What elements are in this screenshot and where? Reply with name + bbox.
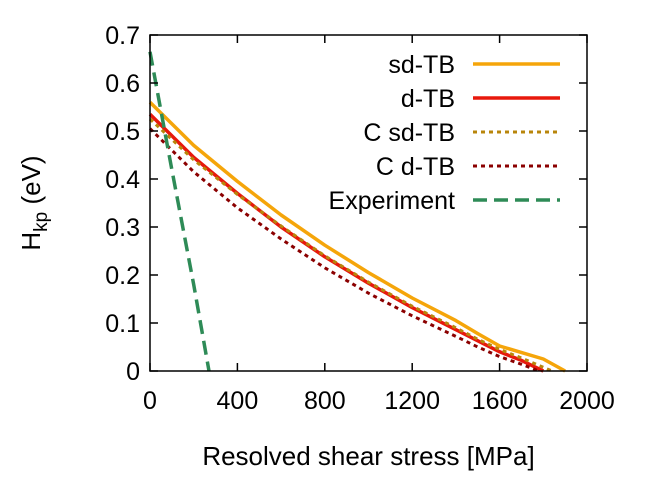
plot-frame	[149, 34, 588, 372]
series-line-0	[148, 100, 566, 373]
legend-label: d-TB	[401, 85, 455, 113]
series-line-3	[148, 127, 540, 373]
x-tick-label: 0	[143, 387, 157, 415]
legend-label: Experiment	[329, 187, 455, 215]
x-tick-label: 2000	[559, 387, 615, 415]
y-tick-label: 0.2	[105, 262, 140, 290]
legend-label: sd-TB	[388, 51, 455, 79]
y-axis-title-rest: (eV)	[16, 155, 46, 211]
ticks-layer: 0 400 800 1200 1600 2000 0 0.1 0.2 0.3 0.4 0.5 0.6 0.…	[105, 22, 615, 415]
series-layer	[148, 51, 566, 373]
x-tick-label: 1600	[472, 387, 528, 415]
legend: sd-TB d-TB C sd-TB C d-TB Experiment	[329, 51, 560, 215]
y-tick-label: 0.7	[105, 22, 140, 50]
y-tick-label: 0.1	[105, 310, 140, 338]
x-tick-label: 400	[217, 387, 259, 415]
y-tick-label: 0.6	[105, 70, 140, 98]
y-tick-label: 0	[126, 358, 140, 386]
legend-label: C d-TB	[376, 153, 455, 181]
x-tick-label: 800	[304, 387, 346, 415]
x-tick-label: 1200	[384, 387, 440, 415]
series-line-2	[148, 117, 553, 373]
y-tick-label: 0.4	[105, 166, 140, 194]
y-tick-label: 0.5	[105, 118, 140, 146]
legend-label: C sd-TB	[363, 119, 455, 147]
y-axis-title-main: H	[16, 232, 46, 251]
x-axis-title: Resolved shear stress [MPa]	[202, 441, 534, 471]
y-axis-title-sub: kp	[31, 212, 52, 232]
y-axis-title: Hkp (eV)	[16, 155, 52, 250]
series-line-4	[148, 51, 211, 372]
y-tick-label: 0.3	[105, 214, 140, 242]
